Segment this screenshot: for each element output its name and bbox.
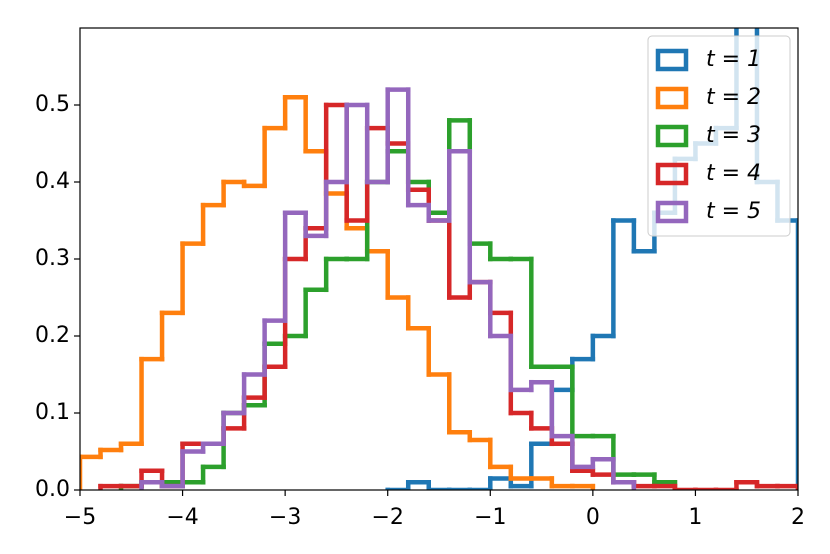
legend-swatch [655,48,689,72]
y-tick-label: 0.4 [35,169,70,194]
legend-label: t = 2 [706,85,761,110]
y-tick-label: 0.0 [35,477,70,502]
y-tick-label: 0.2 [35,323,70,348]
legend-label: t = 4 [706,161,761,186]
legend-label: t = 5 [706,199,761,224]
legend-swatch [655,162,689,186]
legend-box [647,35,791,237]
x-tick-label: 2 [791,505,805,530]
x-tick-label: −4 [166,505,198,530]
x-tick-label: −1 [474,505,506,530]
y-tick-label: 0.3 [35,246,70,271]
legend-label: t = 1 [706,47,761,72]
x-tick-label: 0 [586,505,600,530]
y-tick-label: 0.1 [35,400,70,425]
x-tick-label: −3 [269,505,301,530]
legend-swatch [655,200,689,224]
x-tick-label: 1 [688,505,702,530]
x-tick-label: −2 [371,505,403,530]
legend-swatch [655,124,689,148]
legend-swatch [655,86,689,110]
legend-label: t = 3 [706,123,761,148]
x-tick-label: −5 [64,505,96,530]
y-tick-label: 0.5 [35,92,70,117]
